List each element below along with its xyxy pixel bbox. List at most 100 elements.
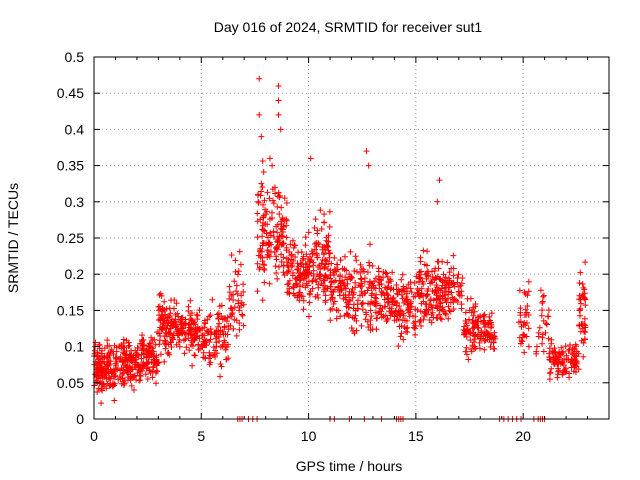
data-point [189, 343, 196, 350]
data-point [382, 303, 389, 310]
data-point [370, 284, 377, 291]
data-point [201, 332, 208, 339]
data-point [296, 289, 303, 296]
data-point [240, 288, 247, 295]
data-point [254, 260, 261, 267]
data-point [335, 283, 342, 290]
axis-ticks: 0 5 10 15 20 0 0.05 0.1 0.15 0.2 0.25 0.3 0.35 0.4 0.4… [57, 49, 609, 444]
data-point [375, 279, 382, 286]
data-point [418, 322, 425, 329]
data-point [568, 364, 575, 371]
data-point [439, 292, 446, 299]
data-point [167, 339, 174, 346]
data-point [327, 272, 334, 279]
data-point [308, 270, 315, 277]
data-point [239, 312, 246, 319]
data-point [240, 281, 247, 288]
data-point [391, 310, 398, 317]
data-point [441, 308, 448, 315]
data-point [551, 345, 558, 352]
data-point [260, 169, 267, 176]
data-point [120, 336, 127, 343]
data-point [172, 321, 179, 328]
data-point [328, 292, 335, 299]
data-point [320, 288, 327, 295]
data-point [278, 221, 285, 228]
data-point [462, 348, 469, 355]
data-point [380, 313, 387, 320]
data-point [177, 329, 184, 336]
data-point [274, 275, 281, 282]
y-tick-label: 0.25 [57, 230, 84, 246]
data-point [364, 269, 371, 276]
data-point [283, 255, 290, 262]
data-point [217, 331, 224, 338]
data-point [144, 375, 151, 382]
data-point [217, 360, 224, 367]
data-point [294, 282, 301, 289]
data-point [539, 307, 546, 314]
data-point [222, 346, 229, 353]
data-point [565, 347, 572, 354]
data-point [128, 355, 135, 362]
data-point [412, 331, 419, 338]
data-point [400, 312, 407, 319]
data-point [477, 335, 484, 341]
data-point [380, 268, 387, 275]
data-point [314, 254, 321, 261]
x-tick-label: 15 [408, 428, 424, 444]
data-point [113, 355, 120, 362]
data-point [358, 322, 365, 329]
data-point [334, 266, 341, 273]
data-point [158, 292, 165, 299]
data-point [156, 317, 163, 324]
data-point [229, 310, 236, 317]
data-point [170, 318, 177, 325]
data-point [548, 365, 555, 372]
data-point [579, 281, 586, 288]
data-point [183, 344, 190, 351]
data-point [266, 195, 273, 202]
data-point [423, 275, 430, 282]
data-point [155, 359, 162, 366]
data-point [312, 216, 319, 223]
x-axis-label: GPS time / hours [296, 458, 403, 474]
data-point [452, 297, 459, 304]
data-point [517, 305, 524, 312]
data-point [518, 337, 525, 344]
data-point [435, 295, 442, 302]
data-point [257, 216, 264, 223]
data-point [318, 280, 325, 287]
data-point [315, 240, 322, 247]
data-point [106, 352, 113, 359]
data-point [123, 356, 130, 363]
data-point [280, 269, 287, 276]
data-point [94, 349, 101, 356]
data-point [322, 297, 329, 304]
data-point [445, 315, 452, 322]
data-point [492, 335, 499, 342]
data-point [261, 279, 268, 286]
data-point [199, 325, 206, 332]
data-point [175, 339, 182, 346]
data-point [403, 325, 410, 332]
data-point [213, 343, 220, 350]
data-point [305, 263, 312, 270]
data-point [189, 326, 196, 333]
data-point [442, 295, 449, 302]
data-point [474, 331, 481, 338]
data-point [357, 261, 364, 268]
data-point [171, 305, 178, 312]
data-point [281, 195, 288, 202]
data-point [233, 332, 240, 339]
data-point [470, 320, 477, 327]
data-point [296, 297, 303, 304]
data-point [395, 343, 402, 350]
data-point [321, 282, 328, 289]
data-point [260, 261, 267, 268]
data-point [105, 369, 112, 376]
data-point [103, 361, 110, 368]
data-point [147, 351, 154, 358]
data-point [289, 262, 296, 269]
data-point [256, 111, 263, 118]
